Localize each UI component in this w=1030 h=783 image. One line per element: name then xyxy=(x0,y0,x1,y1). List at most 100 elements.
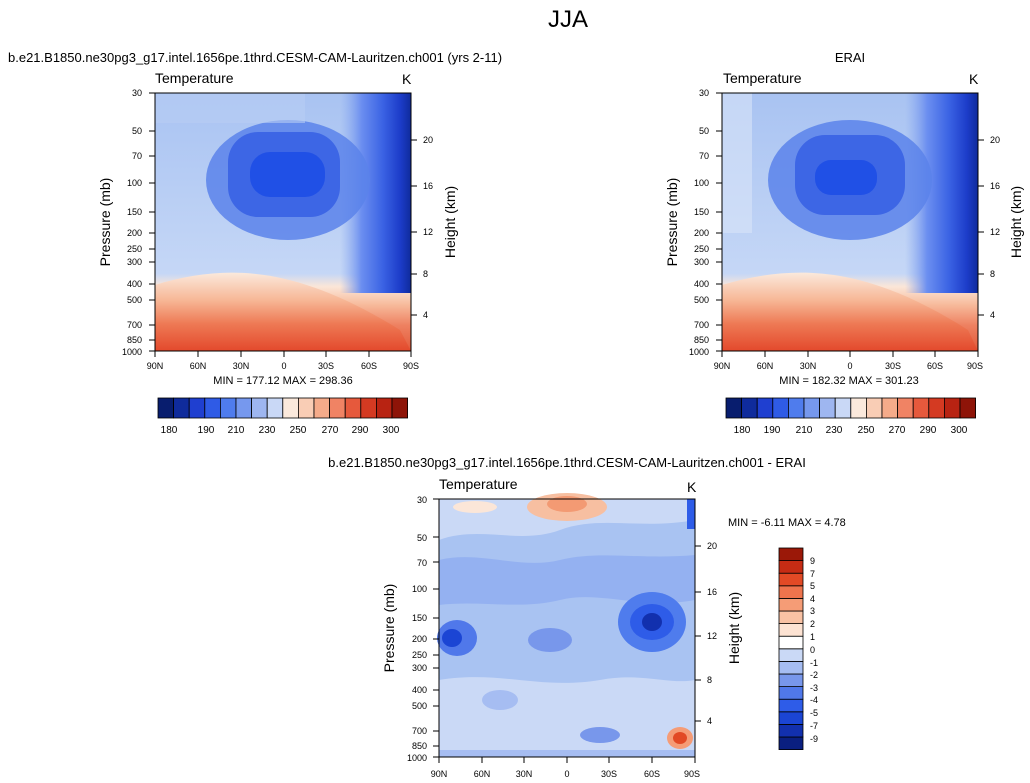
colorbar-label: 270 xyxy=(322,425,339,436)
y2-tick-label: 4 xyxy=(990,310,995,320)
colorbar-swatch xyxy=(897,397,914,419)
y2-tick-label: 8 xyxy=(423,269,428,279)
colorbar-swatch xyxy=(188,397,206,419)
x-tick-label: 90N xyxy=(714,361,731,371)
y-tick-label: 1000 xyxy=(122,347,142,357)
panel-model-colorbar xyxy=(157,397,409,419)
panel-diff-x-axis: 90N 60N 30N 0 30S 60S 90S xyxy=(431,757,700,779)
panel-obs-variable: Temperature xyxy=(723,70,802,86)
x-tick-label: 90N xyxy=(431,769,448,779)
colorbar-label: 5 xyxy=(810,581,815,591)
colorbar-swatch xyxy=(944,397,961,419)
colorbar-swatch xyxy=(204,397,221,419)
y-tick-label: 100 xyxy=(694,178,709,188)
colorbar-swatch xyxy=(778,736,804,751)
panel-diff-y-axis: 30 50 70 100 150 200 250 300 400 500 700… xyxy=(381,495,439,763)
colorbar-swatch xyxy=(173,397,190,419)
x-tick-label: 0 xyxy=(847,361,852,371)
y-tick-label: 200 xyxy=(127,228,142,238)
panel-diff-colorbar-labels: 9 7 5 4 3 2 1 0 -1 -2 -3 -4 -5 -7 -9 xyxy=(810,556,818,744)
colorbar-swatch xyxy=(778,711,804,725)
y-tick-label: 850 xyxy=(412,741,427,751)
colorbar-swatch xyxy=(912,397,930,419)
panel-diff-y-label: Pressure (mb) xyxy=(381,584,397,673)
colorbar-swatch xyxy=(391,397,409,419)
colorbar-swatch xyxy=(834,397,852,419)
panel-diff-stats: MIN = -6.11 MAX = 4.78 xyxy=(728,517,846,529)
y-tick-label: 70 xyxy=(699,151,709,161)
panel-diff-run-title: b.e21.B1850.ne30pg3_g17.intel.1656pe.1th… xyxy=(328,455,806,470)
colorbar-swatch xyxy=(235,397,253,419)
panel-obs-y-axis: 30 50 70 100 150 200 250 300 400 500 700… xyxy=(664,88,722,357)
colorbar-swatch xyxy=(778,598,804,612)
colorbar-label: 290 xyxy=(920,425,937,436)
panel-obs-plot xyxy=(721,92,979,352)
colorbar-swatch xyxy=(725,397,743,419)
y-tick-label: 850 xyxy=(694,335,709,345)
colorbar-label: 3 xyxy=(810,606,815,616)
colorbar-label: -4 xyxy=(810,695,818,705)
colorbar-label: 180 xyxy=(161,425,178,436)
y2-tick-label: 4 xyxy=(707,716,712,726)
y-tick-label: 250 xyxy=(694,244,709,254)
y-tick-label: 50 xyxy=(417,533,427,543)
colorbar-label: -3 xyxy=(810,683,818,693)
colorbar-swatch xyxy=(778,724,804,738)
colorbar-label: -5 xyxy=(810,708,818,718)
x-tick-label: 90N xyxy=(147,361,164,371)
colorbar-label: -7 xyxy=(810,721,818,731)
colorbar-swatch xyxy=(297,397,315,419)
y-tick-label: 300 xyxy=(412,663,427,673)
panel-diff-y2-axis: 20 16 12 8 4 Height (km) xyxy=(695,541,742,726)
colorbar-label: 180 xyxy=(734,425,751,436)
colorbar-swatch xyxy=(850,397,867,419)
y-tick-label: 30 xyxy=(699,88,709,98)
panel-obs-y2-label: Height (km) xyxy=(1008,186,1024,258)
colorbar-swatch xyxy=(344,397,362,419)
colorbar-swatch xyxy=(772,397,789,419)
colorbar-swatch xyxy=(778,623,804,637)
x-tick-label: 90S xyxy=(684,769,700,779)
colorbar-swatch xyxy=(778,648,804,662)
x-tick-label: 0 xyxy=(281,361,286,371)
y-tick-label: 70 xyxy=(132,151,142,161)
colorbar-swatch xyxy=(778,673,804,688)
panel-model-units: K xyxy=(402,71,412,87)
panel-model-y-label: Pressure (mb) xyxy=(97,178,113,267)
colorbar-label: 250 xyxy=(858,425,875,436)
y2-tick-label: 16 xyxy=(423,181,433,191)
y2-tick-label: 4 xyxy=(423,310,428,320)
colorbar-label: -9 xyxy=(810,734,818,744)
panel-model-x-axis: 90N 60N 30N 0 30S 60S 90S xyxy=(147,351,419,371)
y-tick-label: 30 xyxy=(417,495,427,505)
y2-tick-label: 8 xyxy=(990,269,995,279)
x-tick-label: 60S xyxy=(361,361,377,371)
y-tick-label: 70 xyxy=(417,558,427,568)
colorbar-swatch xyxy=(778,698,804,713)
colorbar-label: 270 xyxy=(889,425,906,436)
colorbar-label: 0 xyxy=(810,645,815,655)
colorbar-swatch xyxy=(819,397,836,419)
colorbar-swatch xyxy=(157,397,175,419)
colorbar-swatch xyxy=(266,397,284,419)
y2-tick-label: 20 xyxy=(423,135,433,145)
colorbar-swatch xyxy=(788,397,805,419)
panel-model-y2-axis: 20 16 12 8 4 Height (km) xyxy=(411,135,458,320)
panel-model-plot xyxy=(154,92,412,352)
y-tick-label: 300 xyxy=(694,257,709,267)
colorbar-label: 9 xyxy=(810,556,815,566)
y-tick-label: 150 xyxy=(694,207,709,217)
y-tick-label: 200 xyxy=(694,228,709,238)
y-tick-label: 1000 xyxy=(689,347,709,357)
panel-diff: b.e21.B1850.ne30pg3_g17.intel.1656pe.1th… xyxy=(328,455,846,779)
colorbar-swatch xyxy=(251,397,268,419)
colorbar-label: 2 xyxy=(810,619,815,629)
y-tick-label: 50 xyxy=(699,126,709,136)
colorbar-swatch xyxy=(778,610,804,625)
panel-model-y-axis: 30 50 70 100 150 200 250 300 400 500 700… xyxy=(97,88,155,357)
y-tick-label: 200 xyxy=(412,634,427,644)
y-tick-label: 1000 xyxy=(407,753,427,763)
y-tick-label: 400 xyxy=(127,279,142,289)
x-tick-label: 90S xyxy=(967,361,983,371)
